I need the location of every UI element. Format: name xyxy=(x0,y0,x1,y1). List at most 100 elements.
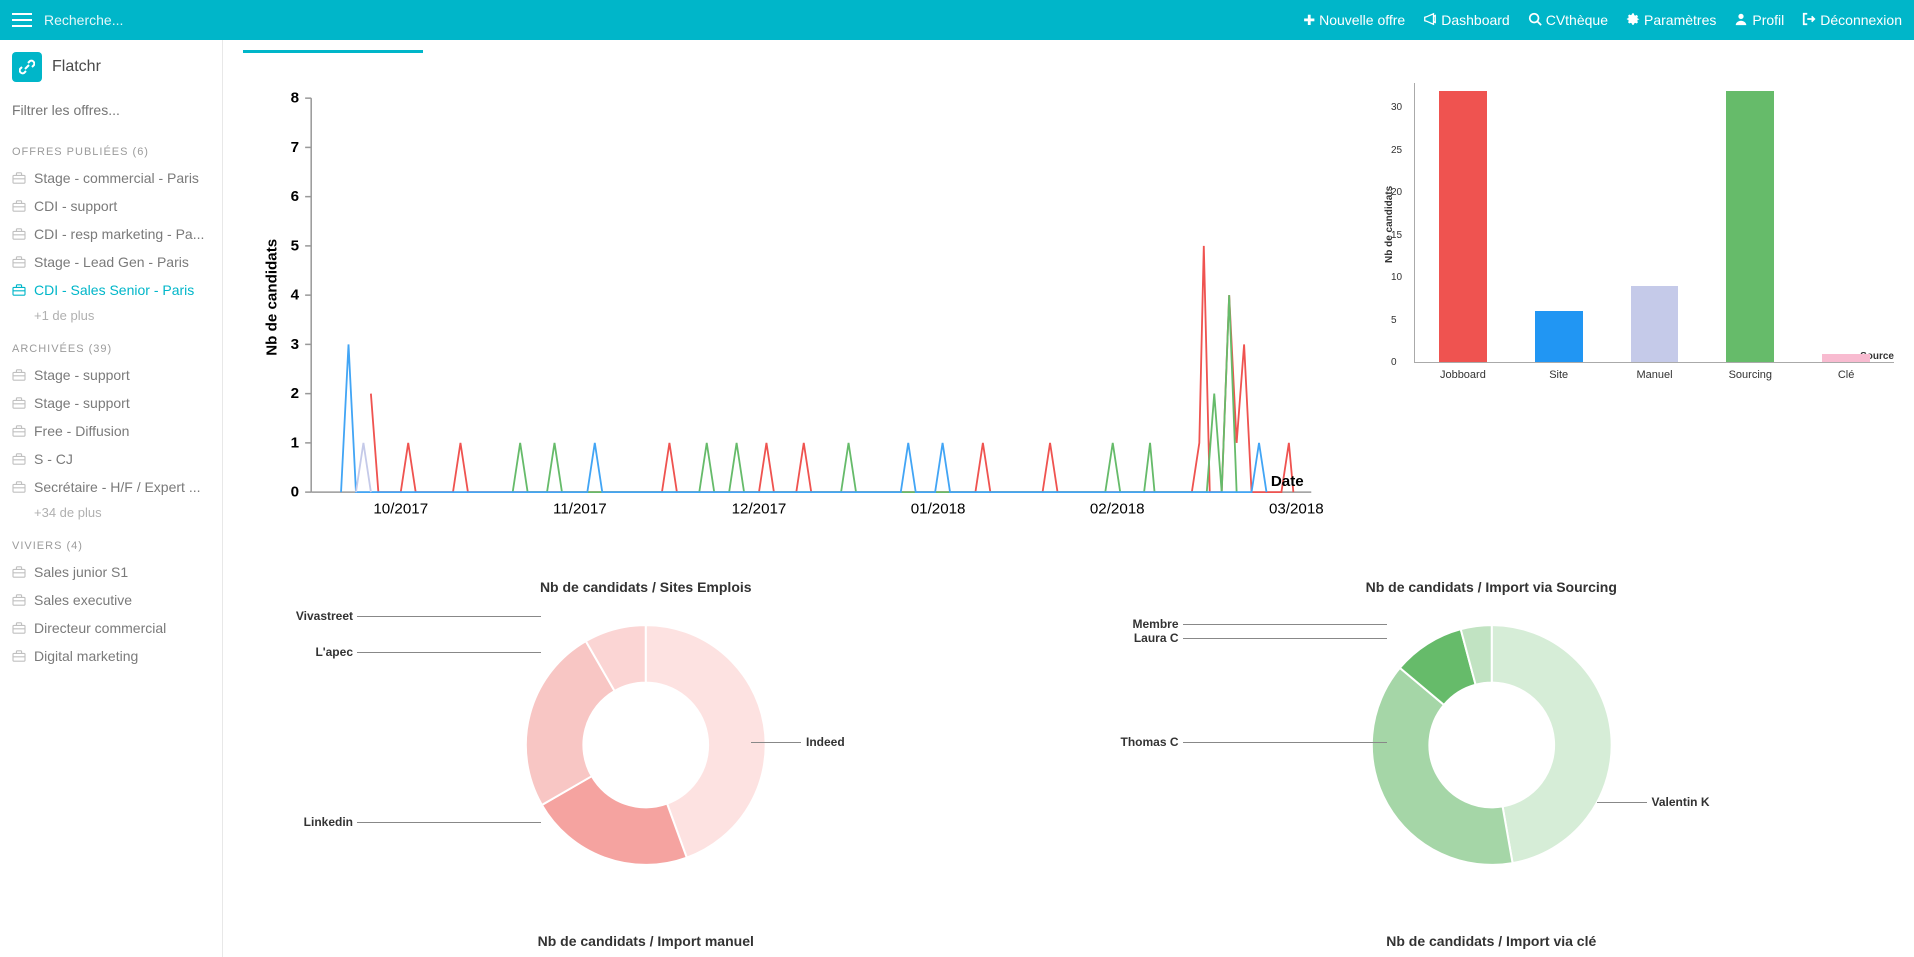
bar-ytick: 15 xyxy=(1391,230,1402,241)
nav-label: Dashboard xyxy=(1441,12,1510,28)
nav-label: Profil xyxy=(1752,12,1784,28)
filter-offers-input[interactable] xyxy=(12,102,210,118)
donut-sourcing-title: Nb de candidats / Import via Sourcing xyxy=(1089,579,1895,595)
donut-cle-panel: Nb de candidats / Import via clé xyxy=(1089,915,1895,949)
bar-rect xyxy=(1822,354,1870,362)
sidebar-section-title: VIVIERS (4) xyxy=(0,530,222,558)
svg-text:3: 3 xyxy=(291,336,299,353)
donut-sourcing-chart: Valentin K Thomas C Laura CMembre xyxy=(1089,595,1895,895)
brand-name: Flatchr xyxy=(52,58,101,76)
svg-text:01/2018: 01/2018 xyxy=(911,500,966,517)
donut-cle-title: Nb de candidats / Import via clé xyxy=(1089,933,1895,949)
search-input-placeholder[interactable]: Recherche... xyxy=(44,12,123,28)
svg-text:Date: Date xyxy=(1271,473,1304,490)
sidebar-offer-item[interactable]: Stage - support xyxy=(0,361,222,389)
offer-label: Stage - commercial - Paris xyxy=(34,170,199,186)
line-chart-panel: 01234567810/201711/201712/201701/201802/… xyxy=(243,83,1334,541)
plus-icon: ✚ xyxy=(1303,12,1315,29)
nav-profil[interactable]: Profil xyxy=(1734,12,1784,29)
nav-parametres[interactable]: Paramètres xyxy=(1626,12,1716,29)
donut-slice-label: Valentin K xyxy=(1652,795,1710,809)
offer-label: S - CJ xyxy=(34,451,73,467)
svg-text:Nb de candidats: Nb de candidats xyxy=(263,239,280,356)
sidebar-offer-item[interactable]: CDI - resp marketing - Pa... xyxy=(0,220,222,248)
donut-slice-label: Indeed xyxy=(806,735,845,749)
bar-rect xyxy=(1631,286,1679,362)
svg-text:11/2017: 11/2017 xyxy=(553,500,607,517)
bar-ytick: 5 xyxy=(1391,315,1397,326)
sidebar-offer-item[interactable]: Sales junior S1 xyxy=(0,558,222,586)
sidebar-offer-item[interactable]: Directeur commercial xyxy=(0,614,222,642)
bar-ytick: 10 xyxy=(1391,272,1402,283)
svg-text:02/2018: 02/2018 xyxy=(1090,500,1145,517)
offer-label: Sales executive xyxy=(34,592,132,608)
nav-dashboard[interactable]: Dashboard xyxy=(1423,12,1510,29)
sidebar-section-title: ARCHIVÉES (39) xyxy=(0,333,222,361)
donut-slice-label: Vivastreet xyxy=(243,609,353,623)
search-icon xyxy=(1528,12,1542,29)
user-icon xyxy=(1734,12,1748,29)
megaphone-icon xyxy=(1423,12,1437,29)
bar-category-label: Clé xyxy=(1798,369,1894,381)
sidebar-offer-item[interactable]: Stage - support xyxy=(0,389,222,417)
donut-emplois-title: Nb de candidats / Sites Emplois xyxy=(243,579,1049,595)
sidebar-offer-item[interactable]: Stage - commercial - Paris xyxy=(0,164,222,192)
svg-text:03/2018: 03/2018 xyxy=(1269,500,1324,517)
svg-text:10/2017: 10/2017 xyxy=(373,500,428,517)
logout-icon xyxy=(1802,12,1816,29)
donut-slice-label: Laura C xyxy=(1099,631,1179,645)
bar-category-label: Jobboard xyxy=(1415,369,1511,381)
sidebar-more-link[interactable]: +34 de plus xyxy=(0,501,222,530)
offer-label: Directeur commercial xyxy=(34,620,166,636)
offer-label: Secrétaire - H/F / Expert ... xyxy=(34,479,201,495)
donut-slice-label: Membre xyxy=(1099,617,1179,631)
bar-chart: 051015202530JobboardSiteManuelSourcingCl… xyxy=(1414,83,1894,363)
active-tab-underline xyxy=(243,50,423,53)
bar-category-label: Manuel xyxy=(1607,369,1703,381)
gear-icon xyxy=(1626,12,1640,29)
nav-nouvelle-offre[interactable]: ✚ Nouvelle offre xyxy=(1303,12,1405,29)
sidebar-offer-item[interactable]: S - CJ xyxy=(0,445,222,473)
nav-label: Paramètres xyxy=(1644,12,1716,28)
nav-deconnexion[interactable]: Déconnexion xyxy=(1802,12,1902,29)
top-bar: Recherche... ✚ Nouvelle offre Dashboard … xyxy=(0,0,1914,40)
donut-slice-label: Thomas C xyxy=(1089,735,1179,749)
offer-label: CDI - resp marketing - Pa... xyxy=(34,226,204,242)
donut-manual-title: Nb de candidats / Import manuel xyxy=(243,933,1049,949)
offer-label: Digital marketing xyxy=(34,648,138,664)
sidebar-offer-item[interactable]: Digital marketing xyxy=(0,642,222,670)
svg-text:1: 1 xyxy=(291,434,299,451)
offer-label: Stage - support xyxy=(34,395,130,411)
offer-label: CDI - Sales Senior - Paris xyxy=(34,282,194,298)
brand-row[interactable]: Flatchr xyxy=(0,52,222,96)
nav-label: CVthèque xyxy=(1546,12,1608,28)
sidebar-offer-item[interactable]: Sales executive xyxy=(0,586,222,614)
offer-label: Stage - Lead Gen - Paris xyxy=(34,254,189,270)
sidebar-offer-item[interactable]: CDI - support xyxy=(0,192,222,220)
sidebar-offer-item[interactable]: Free - Diffusion xyxy=(0,417,222,445)
sidebar-offer-item[interactable]: Stage - Lead Gen - Paris xyxy=(0,248,222,276)
donut-emplois-panel: Nb de candidats / Sites Emplois IndeedLi… xyxy=(243,561,1049,895)
svg-text:6: 6 xyxy=(291,188,299,205)
svg-text:5: 5 xyxy=(291,237,299,254)
svg-text:12/2017: 12/2017 xyxy=(732,500,787,517)
offer-label: Stage - support xyxy=(34,367,130,383)
sidebar-more-link[interactable]: +1 de plus xyxy=(0,304,222,333)
menu-toggle-icon[interactable] xyxy=(12,13,32,27)
nav-label: Nouvelle offre xyxy=(1319,12,1405,28)
svg-text:2: 2 xyxy=(291,385,299,402)
offer-label: Sales junior S1 xyxy=(34,564,128,580)
donut-sourcing-panel: Nb de candidats / Import via Sourcing Va… xyxy=(1089,561,1895,895)
bar-category-label: Sourcing xyxy=(1702,369,1798,381)
nav-cvtheque[interactable]: CVthèque xyxy=(1528,12,1608,29)
main-content: 01234567810/201711/201712/201701/201802/… xyxy=(223,40,1914,957)
svg-text:0: 0 xyxy=(291,484,299,501)
sidebar-offer-item[interactable]: CDI - Sales Senior - Paris xyxy=(0,276,222,304)
sidebar-offer-item[interactable]: Secrétaire - H/F / Expert ... xyxy=(0,473,222,501)
bar-ytick: 0 xyxy=(1391,357,1397,368)
bar-rect xyxy=(1439,91,1487,363)
offer-label: Free - Diffusion xyxy=(34,423,129,439)
sidebar-section-title: OFFRES PUBLIÉES (6) xyxy=(0,136,222,164)
line-chart: 01234567810/201711/201712/201701/201802/… xyxy=(243,83,1334,538)
donut-manual-panel: Nb de candidats / Import manuel xyxy=(243,915,1049,949)
